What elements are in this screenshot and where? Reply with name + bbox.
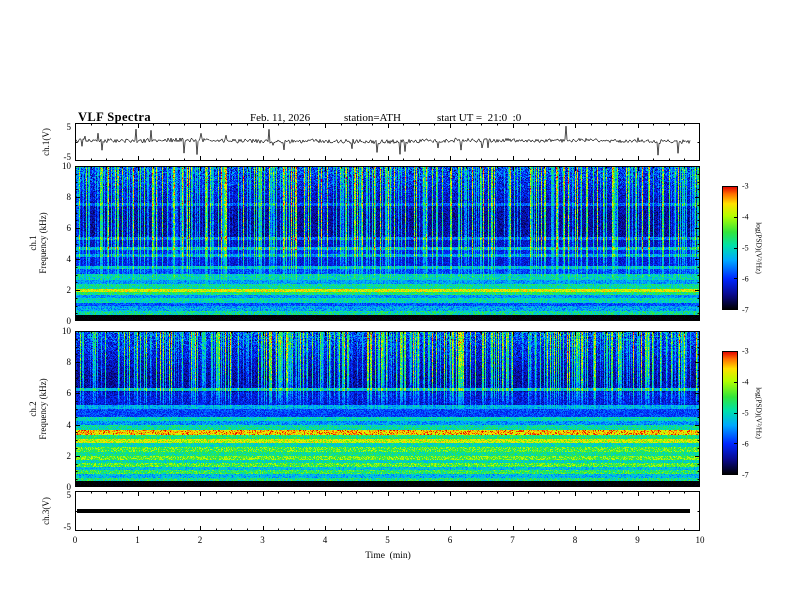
- colorbar-tick-label: -3: [742, 181, 749, 191]
- y-tick-label: -5: [63, 522, 72, 532]
- ch2-colorbar-label: log(PSD)(V²/Hz): [754, 387, 764, 439]
- ch3-voltage-axis-label: ch.3(V): [41, 497, 51, 525]
- y-tick-label: 2: [66, 285, 72, 295]
- plot-station: station=ATH: [344, 112, 401, 124]
- colorbar-tick-label: -5: [742, 408, 749, 418]
- y-tick-label: 0: [66, 482, 72, 492]
- x-tick-label: 7: [510, 535, 515, 545]
- plot-start-ut: start UT = 21:0 :0: [437, 112, 522, 124]
- ch2-frequency-axis-label-line2: Frequency (kHz): [38, 378, 48, 440]
- x-tick-label: 5: [385, 535, 390, 545]
- plot-date: Feb. 11, 2026: [250, 112, 311, 124]
- colorbar-tick-label: -3: [742, 346, 749, 356]
- ch3-voltage-waveform-panel: [75, 491, 700, 531]
- x-tick-label: 1: [135, 535, 140, 545]
- ch2-frequency-axis-label: ch.2 Frequency (kHz): [28, 378, 48, 439]
- y-tick-label: 4: [66, 419, 72, 430]
- x-tick-label: 6: [447, 535, 453, 545]
- colorbar-tick-label: -6: [742, 274, 749, 284]
- y-tick-label: 0: [66, 316, 72, 326]
- y-tick-label: 10: [62, 326, 71, 336]
- x-tick-label: 0: [72, 535, 78, 545]
- x-tick-label: 2: [197, 535, 203, 545]
- y-tick-label: 4: [66, 254, 72, 264]
- x-tick-label: 3: [260, 535, 265, 545]
- x-tick-label: 8: [572, 535, 578, 545]
- y-tick-label: 10: [62, 161, 71, 171]
- ch1-voltage-axis-label: ch.1(V): [41, 128, 51, 156]
- ch1-spectrogram-panel: [75, 166, 700, 321]
- plot-title: VLF Spectra: [78, 110, 152, 124]
- colorbar-tick-label: -6: [742, 439, 749, 449]
- colorbar-tick-label: -7: [742, 470, 749, 480]
- ch2-colorbar: [722, 351, 738, 475]
- y-tick-label: 5: [66, 122, 72, 132]
- colorbar-tick-label: -7: [742, 305, 749, 315]
- y-tick-label: 8: [66, 357, 72, 368]
- ch1-frequency-axis-label: ch.1 Frequency (kHz): [28, 212, 48, 273]
- ch1-voltage-waveform-panel: [75, 123, 700, 161]
- ch1-frequency-axis-label-line2: Frequency (kHz): [38, 212, 48, 274]
- ch2-spectrogram-panel: [75, 331, 700, 487]
- colorbar-tick-label: -5: [742, 243, 749, 253]
- y-tick-label: 6: [66, 223, 72, 233]
- time-axis-label: Time (min): [365, 551, 411, 561]
- y-tick-label: -5: [63, 152, 72, 162]
- ch1-frequency-axis-label-line1: ch.1: [28, 235, 38, 251]
- x-tick-label: 9: [635, 535, 640, 545]
- ch2-frequency-axis-label-line1: ch.2: [28, 401, 38, 417]
- y-tick-label: 8: [66, 192, 72, 202]
- x-tick-label: 4: [322, 535, 328, 545]
- y-tick-label: 2: [66, 450, 72, 461]
- y-tick-label: 6: [66, 388, 72, 399]
- ch1-colorbar-label: log(PSD)(V²/Hz): [754, 222, 764, 274]
- ch1-colorbar: [722, 186, 738, 310]
- colorbar-tick-label: -4: [742, 212, 749, 222]
- x-tick-label: 10: [695, 535, 705, 545]
- colorbar-tick-label: -4: [742, 377, 749, 387]
- y-tick-label: 5: [66, 490, 72, 500]
